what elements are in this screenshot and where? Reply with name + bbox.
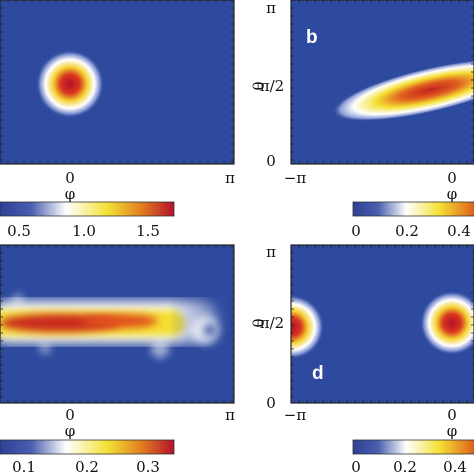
colorbar-a-tick-2: 1.0 — [72, 222, 96, 240]
panel-d-label: d — [312, 363, 324, 384]
panel-a-xlabel: φ — [65, 185, 76, 203]
panel-d-ytick-pi: π — [266, 243, 276, 261]
panel-c-minor-ticks — [0, 245, 234, 403]
panel-d-frame — [290, 244, 474, 404]
panel-c-ripple-3 — [204, 324, 216, 336]
colorbar-d-bar — [352, 439, 474, 455]
colorbar-d-tick-3: 0.4 — [443, 458, 467, 474]
panel-b-xlabel: φ — [447, 185, 458, 203]
colorbar-c-bar — [0, 439, 175, 455]
panel-d-peak-right — [420, 291, 474, 355]
panel-c-xlabel: φ — [65, 422, 76, 440]
panel-b: b π π/2 θ 0 −π 0 φ — [250, 0, 474, 203]
colorbar-b-tick-1: 0 — [351, 222, 361, 240]
panel-d-xlabel: φ — [447, 422, 458, 440]
panel-b-ridge — [332, 58, 474, 122]
panel-c: 0 π φ — [0, 244, 235, 440]
panel-d-ylabel: θ — [250, 318, 268, 327]
colorbar-b-tick-3: 0.4 — [447, 222, 471, 240]
colorbar-d-tick-2: 0.2 — [393, 458, 417, 474]
panel-d-peak-left — [291, 295, 324, 359]
panel-d-ytick-pi2: π/2 — [260, 314, 284, 332]
panel-b-ylabel: θ — [250, 81, 268, 90]
panel-b-frame — [290, 0, 474, 165]
panel-a-xtick-0: 0 — [65, 169, 75, 187]
panel-c-xtick-pi: π — [225, 406, 235, 424]
panel-a: 0 π φ — [0, 0, 235, 203]
panel-d-xtick-mpi: −π — [284, 406, 307, 424]
panel-c-band — [0, 301, 220, 343]
colorbar-a-tick-1: 0.5 — [7, 222, 31, 240]
panel-a-peak — [36, 50, 104, 118]
panel-a-frame — [0, 0, 235, 165]
colorbar-a: 0.5 1.0 1.5 — [0, 201, 175, 240]
panel-c-frame — [0, 244, 235, 404]
colorbar-c: 0.1 0.2 0.3 — [0, 439, 175, 474]
panel-b-minor-ticks — [291, 0, 474, 164]
colorbar-a-bar — [0, 201, 175, 217]
colorbar-b: 0 0.2 0.4 — [351, 201, 474, 240]
panel-d: d π π/2 θ 0 −π 0 φ — [250, 243, 474, 440]
colorbar-c-tick-3: 0.3 — [136, 458, 160, 474]
colorbar-c-tick-1: 0.1 — [12, 458, 36, 474]
panel-b-ytick-pi: π — [266, 0, 276, 17]
panel-c-ripple-5 — [39, 342, 51, 354]
colorbar-b-bar — [352, 201, 474, 217]
panel-d-xtick-0: 0 — [447, 406, 457, 424]
panel-b-label: b — [306, 27, 318, 48]
panel-b-ytick-pi2: π/2 — [260, 77, 284, 95]
panel-b-xtick-0: 0 — [447, 169, 457, 187]
panel-a-background — [0, 0, 234, 164]
panel-b-ytick-0: 0 — [266, 152, 276, 170]
panel-a-xtick-pi: π — [225, 169, 235, 187]
panel-a-minor-ticks — [0, 0, 234, 164]
panel-d-ytick-0: 0 — [266, 394, 276, 412]
colorbar-b-tick-2: 0.2 — [395, 222, 419, 240]
colorbar-a-tick-3: 1.5 — [136, 222, 160, 240]
colorbar-d: 0 0.2 0.4 — [351, 439, 474, 474]
panel-c-ripple-4 — [12, 294, 24, 306]
colorbar-c-tick-2: 0.2 — [75, 458, 99, 474]
panel-c-xtick-0: 0 — [65, 406, 75, 424]
panel-c-ripple-1 — [151, 340, 169, 358]
colorbar-d-tick-1: 0 — [351, 458, 361, 474]
panel-b-xtick-mpi: −π — [284, 169, 307, 187]
